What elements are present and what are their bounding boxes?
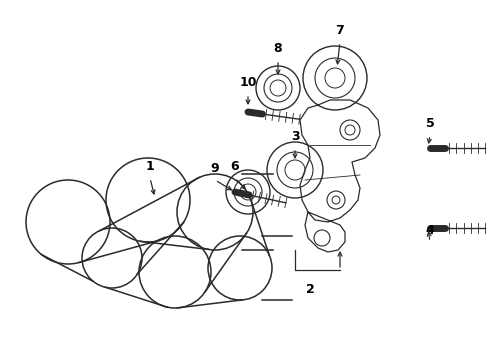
Text: 4: 4: [425, 224, 433, 237]
Text: 3: 3: [290, 130, 299, 143]
Text: 9: 9: [210, 162, 219, 175]
Text: 8: 8: [273, 42, 282, 55]
Text: 6: 6: [230, 160, 239, 173]
Text: 10: 10: [239, 76, 256, 89]
Text: 1: 1: [145, 160, 154, 173]
Text: 2: 2: [305, 283, 314, 296]
Text: 7: 7: [335, 24, 344, 37]
Text: 5: 5: [425, 117, 433, 130]
